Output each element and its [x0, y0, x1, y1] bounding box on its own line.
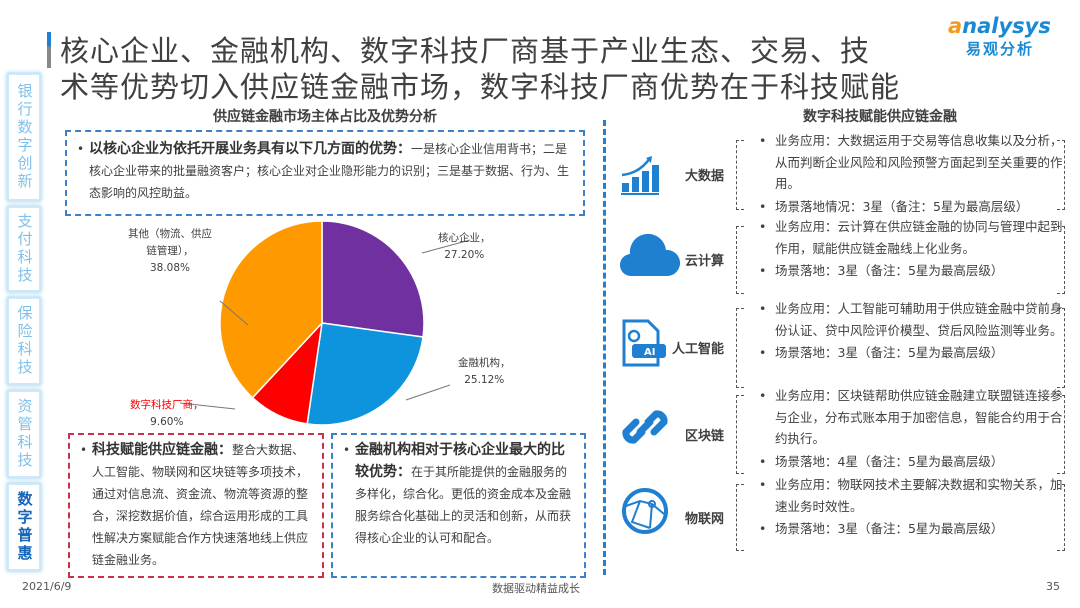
sidebar-item-inclusive[interactable]: 数字普惠 — [6, 482, 42, 572]
footer-slogan: 数据驱动精益成长 — [492, 582, 580, 595]
section-divider — [603, 120, 606, 575]
core-box-text: 一是核心企业信用背书；二是核心企业带来的批量融资客户；核心企业对企业隐形能力的识… — [89, 142, 570, 200]
sidebar-item-payment[interactable]: 支付科技 — [6, 205, 42, 293]
left-subtitle: 供应链金融市场主体占比及优势分析 — [213, 109, 437, 125]
page-number: 35 — [1046, 580, 1060, 593]
row-label: 大数据 — [685, 169, 725, 184]
logo-cn: 易观分析 — [966, 40, 1035, 58]
pie-chart — [179, 220, 471, 426]
footer-date: 2021/6/9 — [22, 580, 72, 593]
bracket-left — [736, 140, 744, 210]
row-level: 场景落地：4星（备注：5星为最高层级） — [759, 451, 1065, 473]
finance-advantage-box: • 金融机构相对于核心企业最大的比较优势：在于其所能提供的金融服务的多样化，综合化… — [331, 433, 586, 578]
page-title-line1: 核心企业、金融机构、数字科技厂商基于产业生态、交易、技 — [60, 34, 871, 68]
ai-file-icon: AI — [620, 318, 670, 372]
bracket-left — [736, 484, 744, 551]
globe-network-icon — [620, 486, 670, 540]
row-text: 业务应用：区块链帮助供应链金融建立联盟链连接参与企业，分布式账本用于加密信息，智… — [759, 385, 1065, 473]
row-label: 区块链 — [685, 428, 725, 444]
sidebar-item-bank[interactable]: 银行数字创新 — [6, 72, 42, 202]
row-app: 业务应用：大数据运用于交易等信息收集以及分析，从而判断企业风险和风险预警方面起到… — [759, 130, 1065, 195]
pie-leader-line — [219, 300, 249, 326]
pie-slice-core — [321, 220, 425, 338]
pie-leader-line — [405, 384, 451, 401]
row-label: 物联网 — [685, 511, 725, 527]
row-app: 业务应用：人工智能可辅助用于供应链金融中贷前身份认证、贷中风险评价模型、贷后风险… — [759, 298, 1065, 341]
row-text: 业务应用：人工智能可辅助用于供应链金融中贷前身份认证、贷中风险评价模型、贷后风险… — [759, 298, 1065, 364]
row-text: 业务应用：物联网技术主要解决数据和实物关系，加速业务时效性。 场景落地：3星（备… — [759, 474, 1065, 540]
row-label: 人工智能 — [672, 342, 725, 357]
bar-chart-growth-icon — [620, 155, 660, 199]
row-app: 业务应用：物联网技术主要解决数据和实物关系，加速业务时效性。 — [759, 474, 1065, 517]
pie-leader-line — [421, 239, 471, 254]
pie-label-digital: 数字科技厂商， 9.60% — [130, 399, 204, 428]
row-label: 云计算 — [685, 254, 725, 269]
analysys-logo: analysys 易观分析 — [948, 14, 1058, 59]
row-app: 业务应用：云计算在供应链金融的协同与管理中起到作用，赋能供应链金融线上化业务。 — [759, 216, 1065, 259]
row-level: 场景落地：3星（备注：5星为最高层级） — [759, 342, 1065, 364]
pie-label-other: 其他（物流、供应链管理）， 38.08% — [128, 228, 212, 274]
sidebar-item-asset-mgmt[interactable]: 资管科技 — [6, 389, 42, 479]
chain-link-icon — [620, 402, 670, 456]
pie-leader-line — [179, 402, 236, 410]
row-level: 场景落地情况：3星（备注：5星为最高层级） — [759, 196, 1065, 218]
pie-slice-finance — [306, 322, 424, 426]
logo-en: analysys — [948, 14, 1051, 38]
core-box-bold: 以核心企业为依托开展业务具有以下几方面的优势： — [89, 141, 411, 157]
tech-box-bold: 科技赋能供应链金融： — [92, 442, 232, 458]
bracket-left — [736, 395, 744, 474]
tech-box-text: 整合大数据、人工智能、物联网和区块链等多项技术，通过对信息流、资金流、物流等资源… — [92, 443, 309, 567]
row-level: 场景落地：3星（备注：5星为最高层级） — [759, 518, 1065, 540]
pie-slice-other — [219, 220, 323, 399]
row-app: 业务应用：区块链帮助供应链金融建立联盟链连接参与企业，分布式账本用于加密信息，智… — [759, 385, 1065, 450]
row-text: 业务应用：大数据运用于交易等信息收集以及分析，从而判断企业风险和风险预警方面起到… — [759, 130, 1065, 218]
sidebar-item-insurance[interactable]: 保险科技 — [6, 296, 42, 386]
cloud-icon — [619, 230, 681, 284]
row-text: 业务应用：云计算在供应链金融的协同与管理中起到作用，赋能供应链金融线上化业务。 … — [759, 216, 1065, 282]
tech-empower-box: • 科技赋能供应链金融：整合大数据、人工智能、物联网和区块链等多项技术，通过对信息… — [68, 433, 324, 578]
svg-text:AI: AI — [644, 347, 655, 358]
title-accent-bar — [47, 32, 51, 68]
finance-box-text: 在于其所能提供的金融服务的多样化，综合化。更低的资金成本及金融服务综合化基础上的… — [355, 465, 572, 545]
core-enterprise-box: • 以核心企业为依托开展业务具有以下几方面的优势：一是核心企业信用背书；二是核心企… — [65, 130, 585, 216]
pie-label-core: 核心企业， 27.20% — [438, 232, 491, 261]
right-subtitle: 数字科技赋能供应链金融 — [803, 109, 957, 125]
row-level: 场景落地：3星（备注：5星为最高层级） — [759, 260, 1065, 282]
pie-label-finance: 金融机构， 25.12% — [458, 357, 511, 386]
page-title-line2: 术等优势切入供应链金融市场，数字科技厂商优势在于科技赋能 — [60, 70, 901, 104]
finance-box-bold: 金融机构相对于核心企业最大的比较优势： — [355, 442, 565, 480]
bracket-left — [736, 226, 744, 294]
bracket-left — [736, 308, 744, 388]
